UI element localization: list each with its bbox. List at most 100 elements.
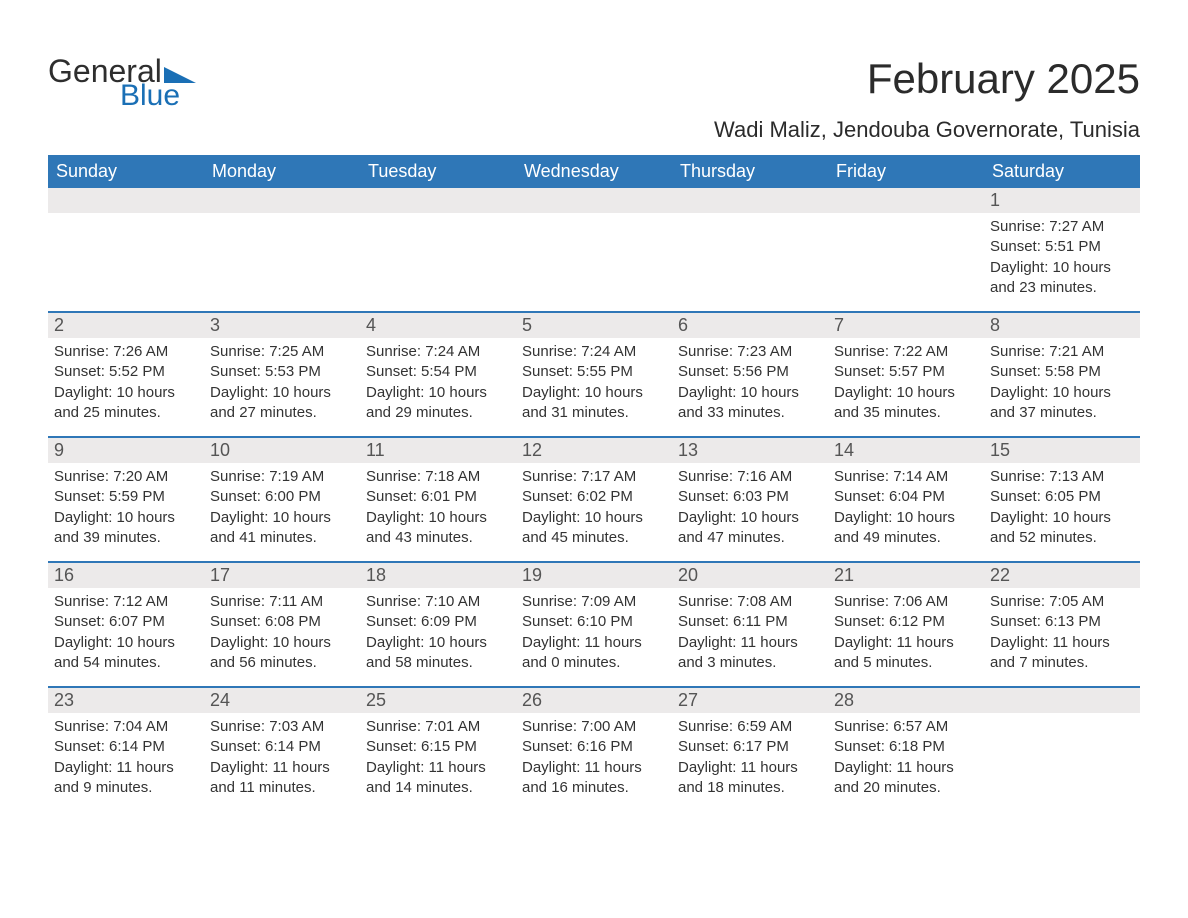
day-sunset: Sunset: 5:54 PM bbox=[366, 362, 510, 382]
day-daylight1: Daylight: 10 hours bbox=[678, 508, 822, 528]
weekday-header: Sunday Monday Tuesday Wednesday Thursday… bbox=[48, 155, 1140, 188]
day-sunset: Sunset: 6:14 PM bbox=[210, 737, 354, 757]
brand-logo: General Blue bbox=[48, 55, 196, 111]
day-daylight2: and 27 minutes. bbox=[210, 403, 354, 423]
day-cell: Sunrise: 7:10 AMSunset: 6:09 PMDaylight:… bbox=[360, 588, 516, 686]
day-sunset: Sunset: 6:08 PM bbox=[210, 612, 354, 632]
day-cell: Sunrise: 7:25 AMSunset: 5:53 PMDaylight:… bbox=[204, 338, 360, 436]
calendar-week: 16171819202122Sunrise: 7:12 AMSunset: 6:… bbox=[48, 561, 1140, 686]
day-number: 26 bbox=[516, 688, 672, 713]
day-cell: Sunrise: 7:18 AMSunset: 6:01 PMDaylight:… bbox=[360, 463, 516, 561]
day-daylight1: Daylight: 11 hours bbox=[834, 758, 978, 778]
day-cell bbox=[672, 213, 828, 311]
day-cell: Sunrise: 6:57 AMSunset: 6:18 PMDaylight:… bbox=[828, 713, 984, 811]
day-cell: Sunrise: 7:17 AMSunset: 6:02 PMDaylight:… bbox=[516, 463, 672, 561]
day-cell: Sunrise: 7:16 AMSunset: 6:03 PMDaylight:… bbox=[672, 463, 828, 561]
day-daylight1: Daylight: 11 hours bbox=[834, 633, 978, 653]
day-number bbox=[828, 188, 984, 213]
day-cell: Sunrise: 7:19 AMSunset: 6:00 PMDaylight:… bbox=[204, 463, 360, 561]
day-daylight2: and 43 minutes. bbox=[366, 528, 510, 548]
day-cell: Sunrise: 7:05 AMSunset: 6:13 PMDaylight:… bbox=[984, 588, 1140, 686]
day-cell: Sunrise: 7:01 AMSunset: 6:15 PMDaylight:… bbox=[360, 713, 516, 811]
day-sunset: Sunset: 6:02 PM bbox=[522, 487, 666, 507]
day-sunset: Sunset: 6:01 PM bbox=[366, 487, 510, 507]
day-number: 28 bbox=[828, 688, 984, 713]
day-daylight1: Daylight: 11 hours bbox=[210, 758, 354, 778]
day-cell bbox=[984, 713, 1140, 811]
weekday-wednesday: Wednesday bbox=[516, 155, 672, 188]
day-number: 14 bbox=[828, 438, 984, 463]
weekday-saturday: Saturday bbox=[984, 155, 1140, 188]
day-sunrise: Sunrise: 7:27 AM bbox=[990, 217, 1134, 237]
day-sunrise: Sunrise: 7:18 AM bbox=[366, 467, 510, 487]
day-sunrise: Sunrise: 7:16 AM bbox=[678, 467, 822, 487]
day-daylight1: Daylight: 10 hours bbox=[54, 383, 198, 403]
day-sunrise: Sunrise: 7:21 AM bbox=[990, 342, 1134, 362]
day-number-row: 16171819202122 bbox=[48, 563, 1140, 588]
location-subtitle: Wadi Maliz, Jendouba Governorate, Tunisi… bbox=[48, 117, 1140, 143]
day-number: 16 bbox=[48, 563, 204, 588]
day-sunrise: Sunrise: 7:03 AM bbox=[210, 717, 354, 737]
day-sunset: Sunset: 6:07 PM bbox=[54, 612, 198, 632]
day-number: 11 bbox=[360, 438, 516, 463]
day-sunset: Sunset: 5:52 PM bbox=[54, 362, 198, 382]
calendar: Sunday Monday Tuesday Wednesday Thursday… bbox=[48, 155, 1140, 811]
day-sunset: Sunset: 5:51 PM bbox=[990, 237, 1134, 257]
day-number: 3 bbox=[204, 313, 360, 338]
day-cell: Sunrise: 7:24 AMSunset: 5:54 PMDaylight:… bbox=[360, 338, 516, 436]
day-sunset: Sunset: 6:10 PM bbox=[522, 612, 666, 632]
day-number: 27 bbox=[672, 688, 828, 713]
day-daylight1: Daylight: 11 hours bbox=[366, 758, 510, 778]
day-sunrise: Sunrise: 7:01 AM bbox=[366, 717, 510, 737]
day-daylight1: Daylight: 10 hours bbox=[366, 633, 510, 653]
day-sunrise: Sunrise: 7:06 AM bbox=[834, 592, 978, 612]
day-daylight1: Daylight: 10 hours bbox=[54, 508, 198, 528]
day-number-row: 2345678 bbox=[48, 313, 1140, 338]
day-number: 18 bbox=[360, 563, 516, 588]
day-sunset: Sunset: 6:15 PM bbox=[366, 737, 510, 757]
day-daylight2: and 52 minutes. bbox=[990, 528, 1134, 548]
day-sunset: Sunset: 6:18 PM bbox=[834, 737, 978, 757]
day-number bbox=[984, 688, 1140, 713]
day-sunrise: Sunrise: 7:26 AM bbox=[54, 342, 198, 362]
day-number: 6 bbox=[672, 313, 828, 338]
day-number: 19 bbox=[516, 563, 672, 588]
day-daylight1: Daylight: 10 hours bbox=[366, 508, 510, 528]
day-cell: Sunrise: 7:03 AMSunset: 6:14 PMDaylight:… bbox=[204, 713, 360, 811]
day-number: 4 bbox=[360, 313, 516, 338]
day-number bbox=[204, 188, 360, 213]
day-daylight1: Daylight: 10 hours bbox=[210, 508, 354, 528]
day-sunset: Sunset: 5:53 PM bbox=[210, 362, 354, 382]
day-daylight2: and 33 minutes. bbox=[678, 403, 822, 423]
day-daylight2: and 39 minutes. bbox=[54, 528, 198, 548]
day-sunrise: Sunrise: 7:14 AM bbox=[834, 467, 978, 487]
day-cell bbox=[360, 213, 516, 311]
day-daylight2: and 56 minutes. bbox=[210, 653, 354, 673]
day-cell: Sunrise: 7:20 AMSunset: 5:59 PMDaylight:… bbox=[48, 463, 204, 561]
day-cell: Sunrise: 7:14 AMSunset: 6:04 PMDaylight:… bbox=[828, 463, 984, 561]
day-cell: Sunrise: 7:24 AMSunset: 5:55 PMDaylight:… bbox=[516, 338, 672, 436]
weekday-sunday: Sunday bbox=[48, 155, 204, 188]
day-daylight2: and 16 minutes. bbox=[522, 778, 666, 798]
brand-word2: Blue bbox=[120, 81, 180, 111]
day-number: 5 bbox=[516, 313, 672, 338]
day-sunset: Sunset: 6:14 PM bbox=[54, 737, 198, 757]
weekday-thursday: Thursday bbox=[672, 155, 828, 188]
day-cell: Sunrise: 6:59 AMSunset: 6:17 PMDaylight:… bbox=[672, 713, 828, 811]
day-daylight2: and 29 minutes. bbox=[366, 403, 510, 423]
day-daylight1: Daylight: 11 hours bbox=[990, 633, 1134, 653]
day-daylight2: and 5 minutes. bbox=[834, 653, 978, 673]
day-body-row: Sunrise: 7:04 AMSunset: 6:14 PMDaylight:… bbox=[48, 713, 1140, 811]
calendar-week: 1Sunrise: 7:27 AMSunset: 5:51 PMDaylight… bbox=[48, 188, 1140, 311]
day-number: 8 bbox=[984, 313, 1140, 338]
day-cell: Sunrise: 7:27 AMSunset: 5:51 PMDaylight:… bbox=[984, 213, 1140, 311]
calendar-week: 2345678 Sunrise: 7:26 AMSunset: 5:52 PMDa… bbox=[48, 311, 1140, 436]
day-daylight2: and 37 minutes. bbox=[990, 403, 1134, 423]
day-sunset: Sunset: 6:16 PM bbox=[522, 737, 666, 757]
day-daylight2: and 49 minutes. bbox=[834, 528, 978, 548]
day-sunset: Sunset: 5:56 PM bbox=[678, 362, 822, 382]
day-body-row: Sunrise: 7:27 AMSunset: 5:51 PMDaylight:… bbox=[48, 213, 1140, 311]
day-number: 15 bbox=[984, 438, 1140, 463]
day-body-row: Sunrise: 7:20 AMSunset: 5:59 PMDaylight:… bbox=[48, 463, 1140, 561]
day-daylight2: and 20 minutes. bbox=[834, 778, 978, 798]
